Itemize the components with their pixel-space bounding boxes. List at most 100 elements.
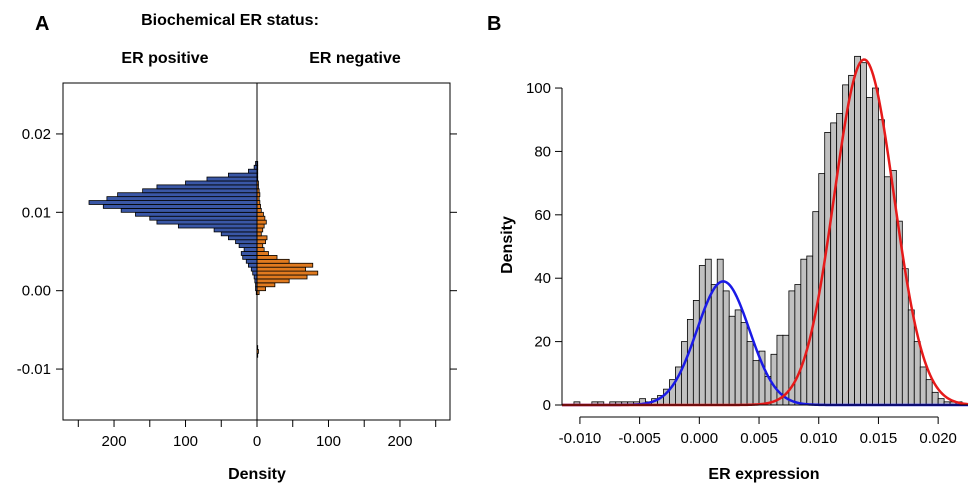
positive-bar-16 <box>235 239 258 245</box>
histogram-bar-29 <box>746 341 754 406</box>
b-x-tick-label-5: 0.015 <box>860 430 898 447</box>
x-tick-label-2: 0 <box>253 433 261 450</box>
panel-a-x-axis-label: Density <box>228 466 286 483</box>
negative-bar-15 <box>256 243 264 248</box>
histogram-bar-23 <box>710 284 718 406</box>
positive-bar-19 <box>213 227 258 233</box>
histogram-bar-20 <box>692 300 700 406</box>
histogram-bar-28 <box>740 322 748 406</box>
positive-bar-20 <box>177 223 258 229</box>
positive-bar-22 <box>149 215 258 221</box>
negative-bar-10 <box>256 262 314 268</box>
panel-a-left-label: ER positive <box>121 50 208 67</box>
histogram-bar-49 <box>866 97 873 406</box>
positive-bar-27 <box>106 196 258 201</box>
positive-bar-25 <box>102 204 258 209</box>
histogram-bar-46 <box>848 74 855 406</box>
positive-bar-34 <box>248 168 258 174</box>
b-x-tick-label-3: 0.005 <box>740 430 778 447</box>
panel-a-plot: 200 100 0 100 200 0.02 0.01 0.00 -0.01 <box>17 82 457 450</box>
histogram-bar-21 <box>698 265 706 406</box>
histogram-bar-47 <box>854 55 861 406</box>
b-y-tick-label-2: 40 <box>534 270 551 287</box>
negative-bar-8 <box>256 270 319 276</box>
histogram-bar-57 <box>913 341 921 406</box>
histogram-bar-59 <box>925 379 933 406</box>
b-x-tick-label-2: 0.000 <box>681 430 719 447</box>
panel-a-right-label: ER negative <box>309 50 401 67</box>
b-y-tick-label-0: 0 <box>543 397 551 414</box>
positive-bar-26 <box>88 200 258 205</box>
negative-bar-4 <box>256 286 266 292</box>
histogram-bar-38 <box>800 258 808 406</box>
negative-bar-24 <box>256 207 262 213</box>
positive-bar-29 <box>142 188 258 194</box>
negative-bar-6 <box>256 278 290 284</box>
positive-bar-18 <box>220 231 258 237</box>
panel-b-plot: -0.010 -0.005 0.000 0.005 0.010 0.015 0.020 0 20… <box>526 55 969 447</box>
histogram-bar-37 <box>794 284 802 406</box>
positive-bar-17 <box>228 235 258 241</box>
positive-bar-8 <box>252 270 258 276</box>
negative-bar-11 <box>256 258 290 264</box>
positive-bar-10 <box>248 262 258 268</box>
histogram-bar-22 <box>704 258 712 406</box>
b-y-tick-label-4: 80 <box>534 143 551 160</box>
b-y-tick-label-1: 20 <box>534 334 551 351</box>
negative-bar-25 <box>256 204 261 209</box>
b-x-tick-label-4: 0.010 <box>800 430 838 447</box>
negative-bar-23 <box>256 211 264 217</box>
histogram-bar-27 <box>734 309 742 406</box>
x-tick-label-1: 100 <box>173 433 198 450</box>
y-tick-label-3: -0.01 <box>17 361 51 378</box>
positive-bar-24 <box>120 207 258 213</box>
b-y-tick-label-5: 100 <box>526 80 551 97</box>
positive-bar-12 <box>242 255 258 260</box>
negative-bar-14 <box>256 247 265 252</box>
positive-bar-21 <box>156 219 258 225</box>
histogram-bar-25 <box>722 290 730 406</box>
panel-b-letter: B <box>487 13 501 35</box>
panel-a-letter: A <box>35 13 49 35</box>
histogram-bar-48 <box>860 62 867 406</box>
histogram-bar-18 <box>681 341 688 406</box>
histogram-bar-58 <box>919 366 927 406</box>
y-tick-label-0: 0.02 <box>22 126 51 143</box>
b-x-tick-label-0: -0.010 <box>559 430 602 447</box>
b-x-tick-label-6: 0.020 <box>919 430 957 447</box>
negative-bar-5 <box>256 282 276 288</box>
histogram-bar-52 <box>884 176 891 406</box>
negative-bar-9 <box>256 266 307 272</box>
negative-bar-21 <box>256 219 267 225</box>
histogram-bar-42 <box>824 132 832 406</box>
histogram-bar-56 <box>907 309 915 406</box>
negative-bar-12 <box>256 255 278 260</box>
b-y-tick-label-3: 60 <box>534 207 551 224</box>
positive-bar-13 <box>240 251 258 256</box>
x-tick-label-0: 200 <box>102 433 127 450</box>
negative-bar-22 <box>256 215 266 221</box>
negative-bar-20 <box>256 223 265 229</box>
histogram-bar-51 <box>878 119 885 406</box>
b-x-tick-label-1: -0.005 <box>618 430 661 447</box>
positive-bar-15 <box>238 243 258 248</box>
positive-bar-23 <box>135 211 258 217</box>
negative-bar-13 <box>256 251 269 256</box>
positive-bar-9 <box>250 266 258 272</box>
positive-bar-31 <box>185 180 258 186</box>
positive-bar-14 <box>243 247 258 252</box>
x-tick-label-4: 200 <box>387 433 412 450</box>
histogram-bar-33 <box>770 353 778 406</box>
positive-bar-11 <box>245 258 258 264</box>
histogram-bar-43 <box>830 122 838 406</box>
histogram-bar-60 <box>931 391 939 406</box>
negative-bar-17 <box>256 235 268 241</box>
negative-bar-19 <box>256 227 264 233</box>
positive-bar-28 <box>117 192 258 198</box>
histogram-bar-19 <box>686 319 694 406</box>
negative-bar-18 <box>256 231 262 237</box>
panel-a-header: Biochemical ER status: <box>141 12 319 29</box>
panel-b-y-axis-label: Density <box>499 216 516 274</box>
histogram-bar-30 <box>752 360 760 406</box>
